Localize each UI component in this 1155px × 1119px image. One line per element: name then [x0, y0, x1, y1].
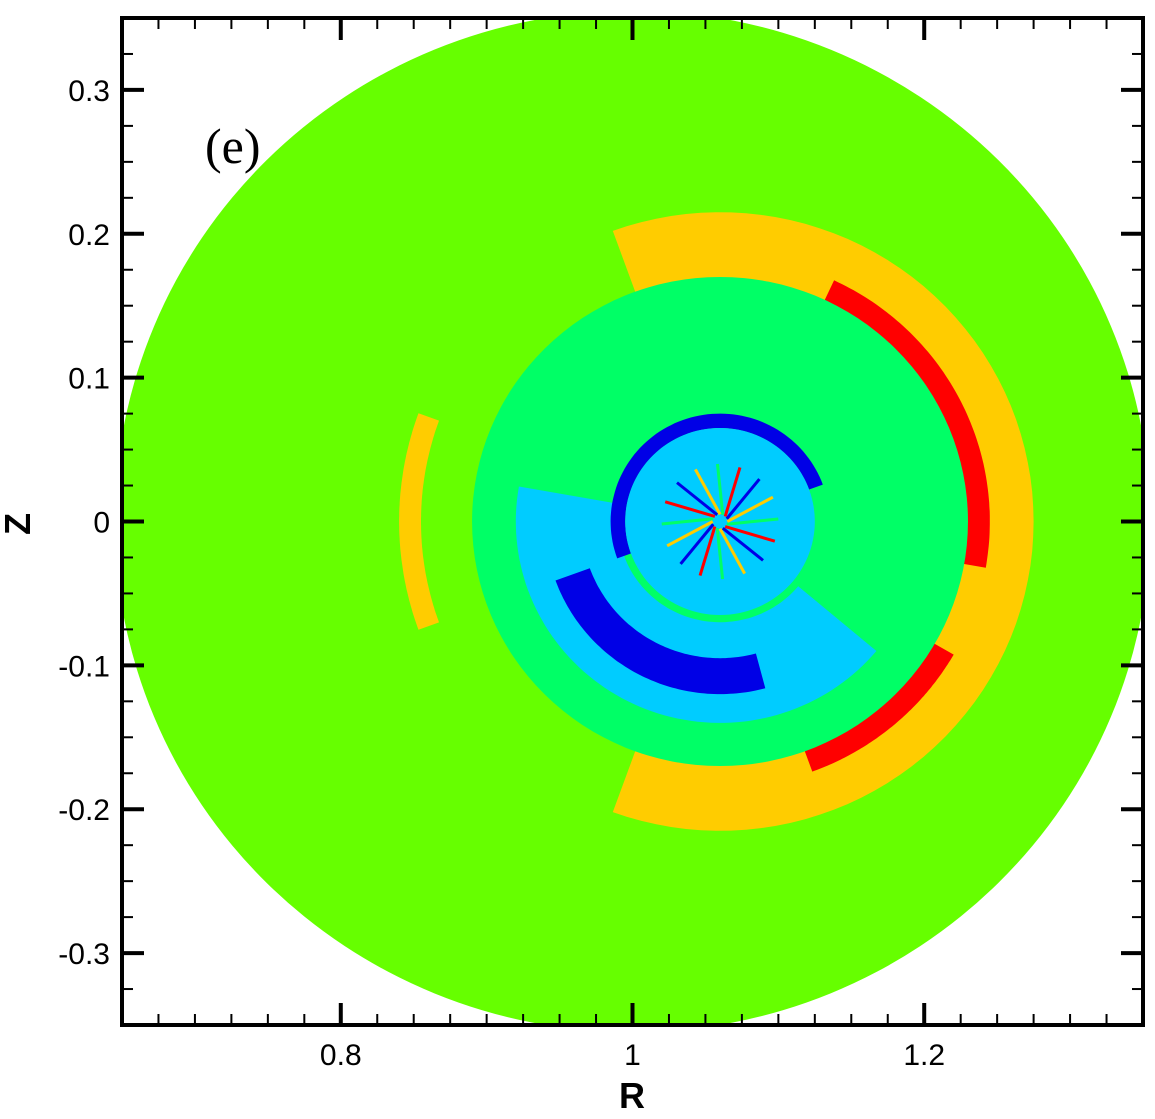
core-spoke: [698, 526, 717, 577]
core-spoke: [724, 525, 776, 543]
core-spoke: [664, 500, 716, 518]
y-tick-label: -0.2: [58, 794, 110, 827]
core-spoke: [715, 527, 725, 580]
x-axis-label: R: [619, 1075, 645, 1116]
core-spoke: [718, 527, 746, 575]
y-tick-label: -0.1: [58, 650, 110, 683]
core-spoke: [666, 520, 714, 548]
panel-label: (e): [205, 118, 261, 174]
core-spoke: [725, 478, 761, 520]
y-tick-label: 0.2: [68, 219, 110, 252]
y-tick-label: 0.3: [68, 75, 110, 108]
core-spoke: [661, 517, 714, 526]
y-axis-label: Z: [0, 513, 38, 535]
core-spoke: [676, 481, 719, 517]
core-spoke: [726, 517, 779, 526]
y-tick-label: 0.1: [68, 363, 110, 396]
dark-blue-crescent-lower: [555, 568, 766, 695]
core-spoke: [721, 526, 764, 562]
x-tick-label: 1.2: [903, 1039, 945, 1072]
y-tick-label: -0.3: [58, 938, 110, 971]
core-light-blue: [625, 427, 815, 616]
x-tick-label: 0.8: [320, 1039, 362, 1072]
plot-area: [122, 18, 1143, 1025]
core-spoke: [679, 523, 715, 565]
axis-ticks: 0.8 1 1.2 0.3 0.2 0.1 0 -0.1 -0.2 -0.3: [58, 17, 1144, 1072]
core-spoke: [715, 463, 725, 516]
light-blue-band: [515, 486, 877, 723]
left-orange-sliver: [399, 413, 439, 630]
core-spoke: [726, 495, 774, 523]
core-spoke: [694, 468, 722, 516]
y-tick-label: 0: [93, 507, 110, 540]
x-tick-label: 1: [624, 1039, 641, 1072]
core-spoke: [723, 466, 742, 517]
